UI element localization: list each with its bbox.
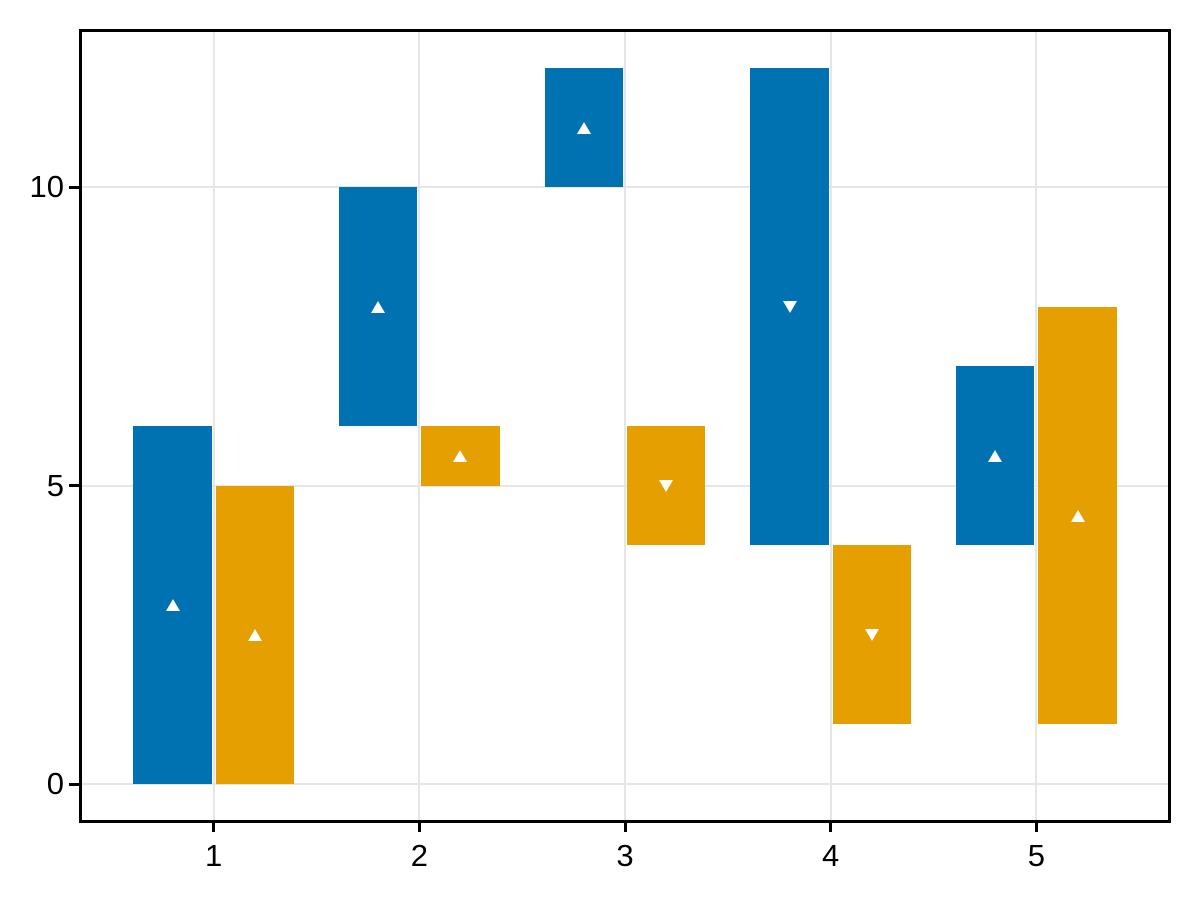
x-gridline xyxy=(212,32,215,820)
triangle-up-marker xyxy=(988,449,1003,462)
y-tick-label: 5 xyxy=(46,467,64,503)
x-tick-label: 5 xyxy=(1027,838,1045,873)
x-tick-mark xyxy=(212,822,216,832)
y-tick-mark xyxy=(69,484,79,488)
x-gridline xyxy=(829,32,832,820)
y-tick-label: 10 xyxy=(29,169,64,205)
x-tick-label: 4 xyxy=(822,838,840,873)
x-tick-label: 1 xyxy=(205,838,223,873)
x-tick-mark xyxy=(829,822,833,832)
triangle-up-marker xyxy=(453,449,468,462)
x-tick-mark xyxy=(623,822,627,832)
triangle-down-marker xyxy=(864,628,879,641)
x-tick-mark xyxy=(417,822,421,832)
triangle-up-marker xyxy=(576,121,591,134)
triangle-up-marker xyxy=(247,628,262,641)
y-tick-mark xyxy=(69,185,79,189)
triangle-up-marker xyxy=(371,300,386,313)
x-tick-label: 3 xyxy=(616,838,634,873)
y-tick-mark xyxy=(69,782,79,786)
y-tick-label: 0 xyxy=(46,766,64,802)
x-tick-mark xyxy=(1034,822,1038,832)
triangle-down-marker xyxy=(782,300,797,313)
triangle-up-marker xyxy=(1070,509,1085,522)
triangle-up-marker xyxy=(165,599,180,612)
x-gridline xyxy=(1035,32,1038,820)
x-gridline xyxy=(418,32,421,820)
x-gridline xyxy=(624,32,626,820)
x-tick-label: 2 xyxy=(410,838,428,873)
triangle-down-marker xyxy=(659,479,674,492)
